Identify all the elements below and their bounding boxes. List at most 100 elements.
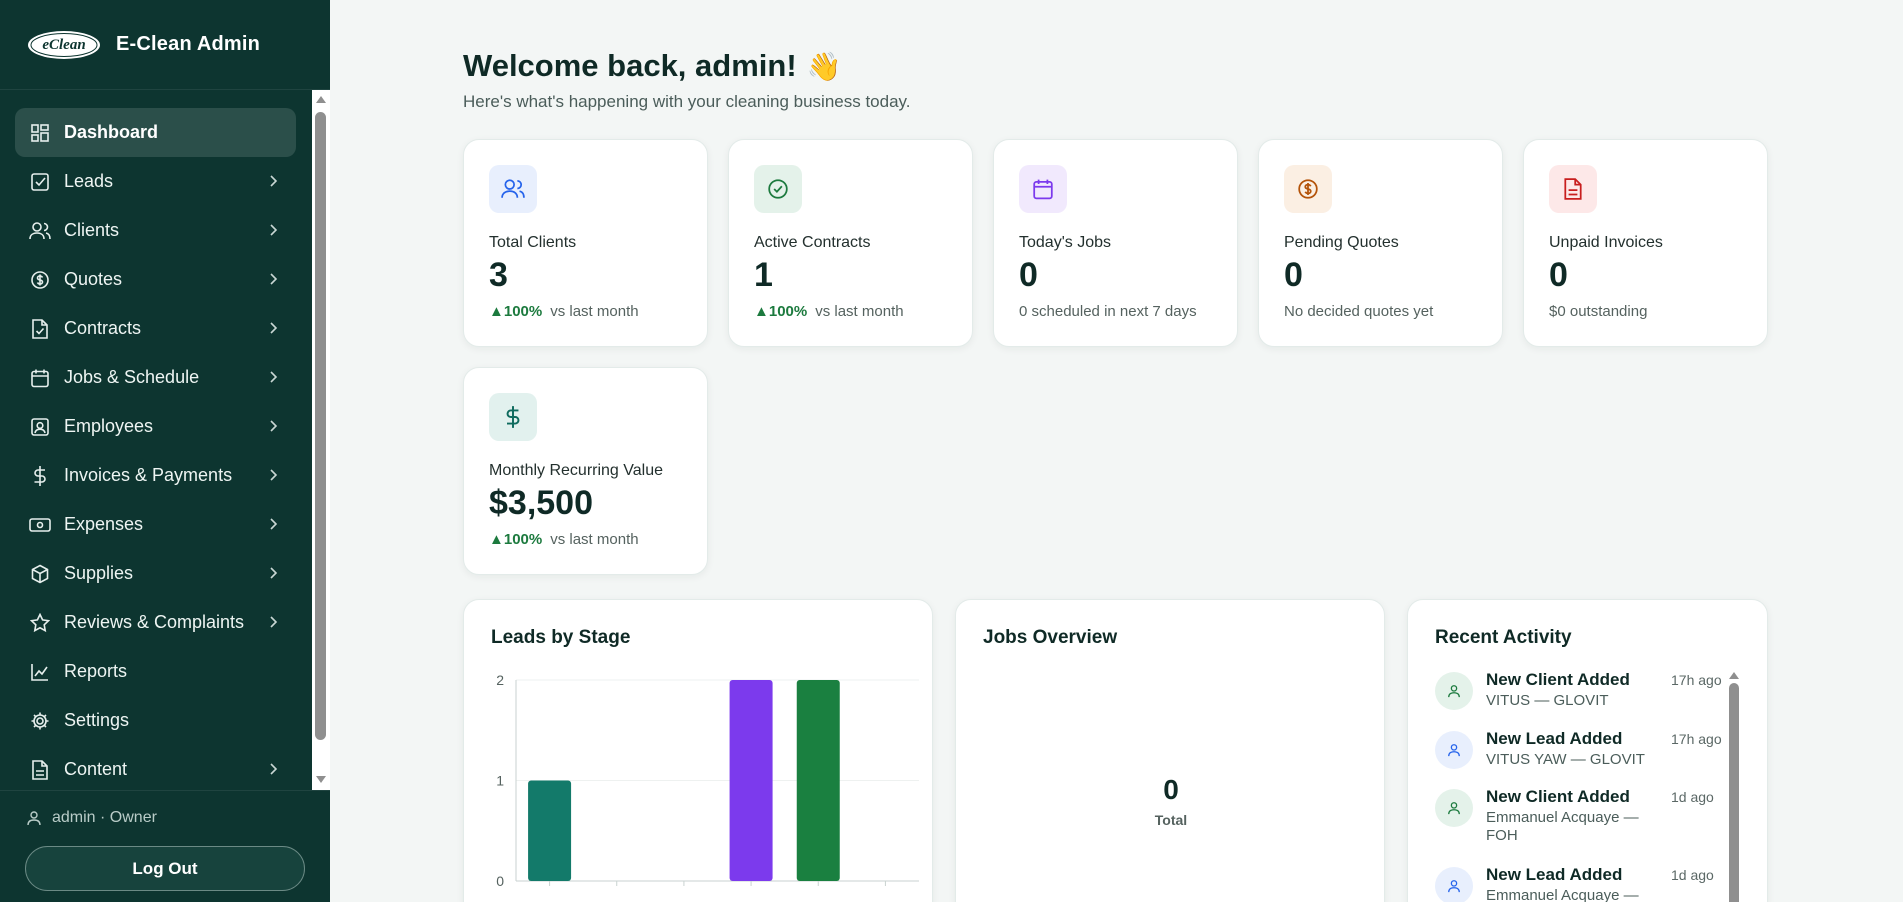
stat-card-pending-quotes[interactable]: Pending Quotes 0 No decided quotes yet [1258, 139, 1503, 347]
stat-value: 0 [1019, 256, 1038, 294]
stat-value: 0 [1549, 256, 1568, 294]
sidebar-item-label: Supplies [64, 563, 134, 583]
trend-badge: ▲100% [489, 303, 543, 320]
sidebar-scrollbar[interactable] [312, 90, 330, 790]
box-icon [29, 563, 51, 585]
user-icon [1435, 672, 1473, 710]
y-tick-label: 1 [496, 773, 504, 789]
check-circle-icon [754, 165, 802, 213]
star-icon [29, 612, 51, 634]
sidebar-item-settings[interactable]: Settings [15, 696, 296, 745]
dollar-icon [489, 393, 537, 441]
stat-value: 0 [1284, 256, 1303, 294]
sidebar-item-quotes[interactable]: Quotes [15, 255, 296, 304]
activity-time: 1d ago [1671, 789, 1714, 805]
activity-subtitle: VITUS YAW — GLOVIT [1486, 751, 1645, 768]
stat-label: Unpaid Invoices [1549, 234, 1663, 251]
scroll-up-arrow[interactable] [316, 96, 326, 103]
user-icon [1435, 731, 1473, 769]
activity-item[interactable]: New Lead Added VITUS YAW — GLOVIT 17h ag… [1435, 729, 1725, 779]
stat-label: Active Contracts [754, 234, 871, 251]
sidebar-item-label: Leads [64, 171, 114, 191]
activity-item[interactable]: New Client Added Emmanuel Acquaye — FOH … [1435, 787, 1725, 857]
chevron-right-icon [270, 420, 278, 432]
scrollbar-thumb[interactable] [1729, 683, 1739, 902]
banknote-icon [29, 514, 51, 536]
logo-text: eClean [42, 37, 85, 53]
stat-card-unpaid-invoices[interactable]: Unpaid Invoices 0 $0 outstanding [1523, 139, 1768, 347]
badge-icon [29, 416, 51, 438]
bar [528, 780, 572, 881]
chevron-right-icon [270, 763, 278, 775]
stat-foot-text: vs last month [815, 303, 904, 320]
chevron-right-icon [270, 469, 278, 481]
stat-label: Today's Jobs [1019, 234, 1111, 251]
sidebar-item-supplies[interactable]: Supplies [15, 549, 296, 598]
leads-by-stage-panel: Leads by Stage 0 1 2 [463, 599, 933, 902]
sidebar-item-expenses[interactable]: Expenses [15, 500, 296, 549]
y-tick-label: 2 [496, 672, 504, 688]
stat-footer: ▲100% vs last month [754, 303, 904, 320]
stat-footer: ▲100% vs last month [489, 303, 639, 320]
chart-line-icon [29, 661, 51, 683]
leads-bar-chart: 0 1 2 [496, 672, 919, 889]
sidebar-item-content[interactable]: Content [15, 745, 296, 790]
eclean-logo: eClean [28, 30, 100, 59]
stat-card-active-contracts[interactable]: Active Contracts 1 ▲100% vs last month [728, 139, 973, 347]
activity-scrollbar[interactable] [1728, 672, 1740, 902]
main-content: Welcome back, admin! 👋 Here's what's hap… [330, 0, 1903, 902]
sidebar-item-clients[interactable]: Clients [15, 206, 296, 255]
trend-badge: ▲100% [754, 303, 808, 320]
stat-footer: No decided quotes yet [1284, 303, 1434, 320]
sidebar-item-jobs-schedule[interactable]: Jobs & Schedule [15, 353, 296, 402]
scroll-up-arrow[interactable] [1729, 672, 1739, 679]
stat-footer: 0 scheduled in next 7 days [1019, 303, 1197, 320]
sidebar-item-label: Settings [64, 710, 130, 730]
activity-subtitle: Emmanuel Acquaye — FOH [1486, 809, 1639, 844]
y-tick-label: 0 [496, 873, 504, 889]
users-icon [29, 220, 51, 242]
sidebar: eClean E-Clean Admin Dashboard Leads Cli… [0, 0, 330, 902]
activity-item[interactable]: New Client Added VITUS — GLOVIT 17h ago [1435, 670, 1725, 720]
scroll-down-arrow[interactable] [316, 776, 326, 783]
user-icon [1435, 789, 1473, 827]
stat-label: Total Clients [489, 234, 577, 251]
sidebar-item-leads[interactable]: Leads [15, 157, 296, 206]
logout-button[interactable]: Log Out [25, 846, 305, 891]
wave-emoji: 👋 [806, 50, 842, 82]
sidebar-footer: admin · Owner Log Out [0, 790, 330, 902]
brand: eClean E-Clean Admin [0, 0, 330, 90]
sidebar-item-dashboard[interactable]: Dashboard [15, 108, 296, 157]
sidebar-item-reviews-complaints[interactable]: Reviews & Complaints [15, 598, 296, 647]
sidebar-item-employees[interactable]: Employees [15, 402, 296, 451]
jobs-overview-panel: Jobs Overview 0 Total [955, 599, 1385, 902]
document-icon [29, 759, 51, 781]
jobs-total-label: Total [1154, 812, 1188, 828]
stat-card-todays-jobs[interactable]: Today's Jobs 0 0 scheduled in next 7 day… [993, 139, 1238, 347]
chevron-right-icon [270, 567, 278, 579]
calendar-icon [29, 367, 51, 389]
panel-title: Jobs Overview [983, 627, 1118, 648]
page-subtitle: Here's what's happening with your cleani… [463, 92, 911, 111]
sidebar-item-label: Contracts [64, 318, 142, 338]
activity-time: 1d ago [1671, 867, 1714, 883]
sidebar-item-contracts[interactable]: Contracts [15, 304, 296, 353]
activity-title: New Client Added [1486, 670, 1630, 689]
sidebar-item-label: Reports [64, 661, 128, 681]
welcome-text: Welcome back, admin! [463, 48, 797, 83]
file-check-icon [29, 318, 51, 340]
sidebar-item-invoices-payments[interactable]: Invoices & Payments [15, 451, 296, 500]
chevron-right-icon [270, 616, 278, 628]
sidebar-item-label: Content [64, 759, 128, 779]
stat-card-monthly-recurring[interactable]: Monthly Recurring Value $3,500 ▲100% vs l… [463, 367, 708, 575]
chevron-right-icon [270, 322, 278, 334]
activity-item[interactable]: New Lead Added Emmanuel Acquaye — 1d ago [1435, 865, 1725, 902]
activity-time: 17h ago [1671, 672, 1722, 688]
chevron-right-icon [270, 371, 278, 383]
stat-card-total-clients[interactable]: Total Clients 3 ▲100% vs last month [463, 139, 708, 347]
sidebar-item-reports[interactable]: Reports [15, 647, 296, 696]
checkbox-icon [29, 171, 51, 193]
scrollbar-thumb[interactable] [315, 112, 326, 740]
sidebar-item-label: Jobs & Schedule [64, 367, 200, 387]
coin-icon [29, 269, 51, 291]
